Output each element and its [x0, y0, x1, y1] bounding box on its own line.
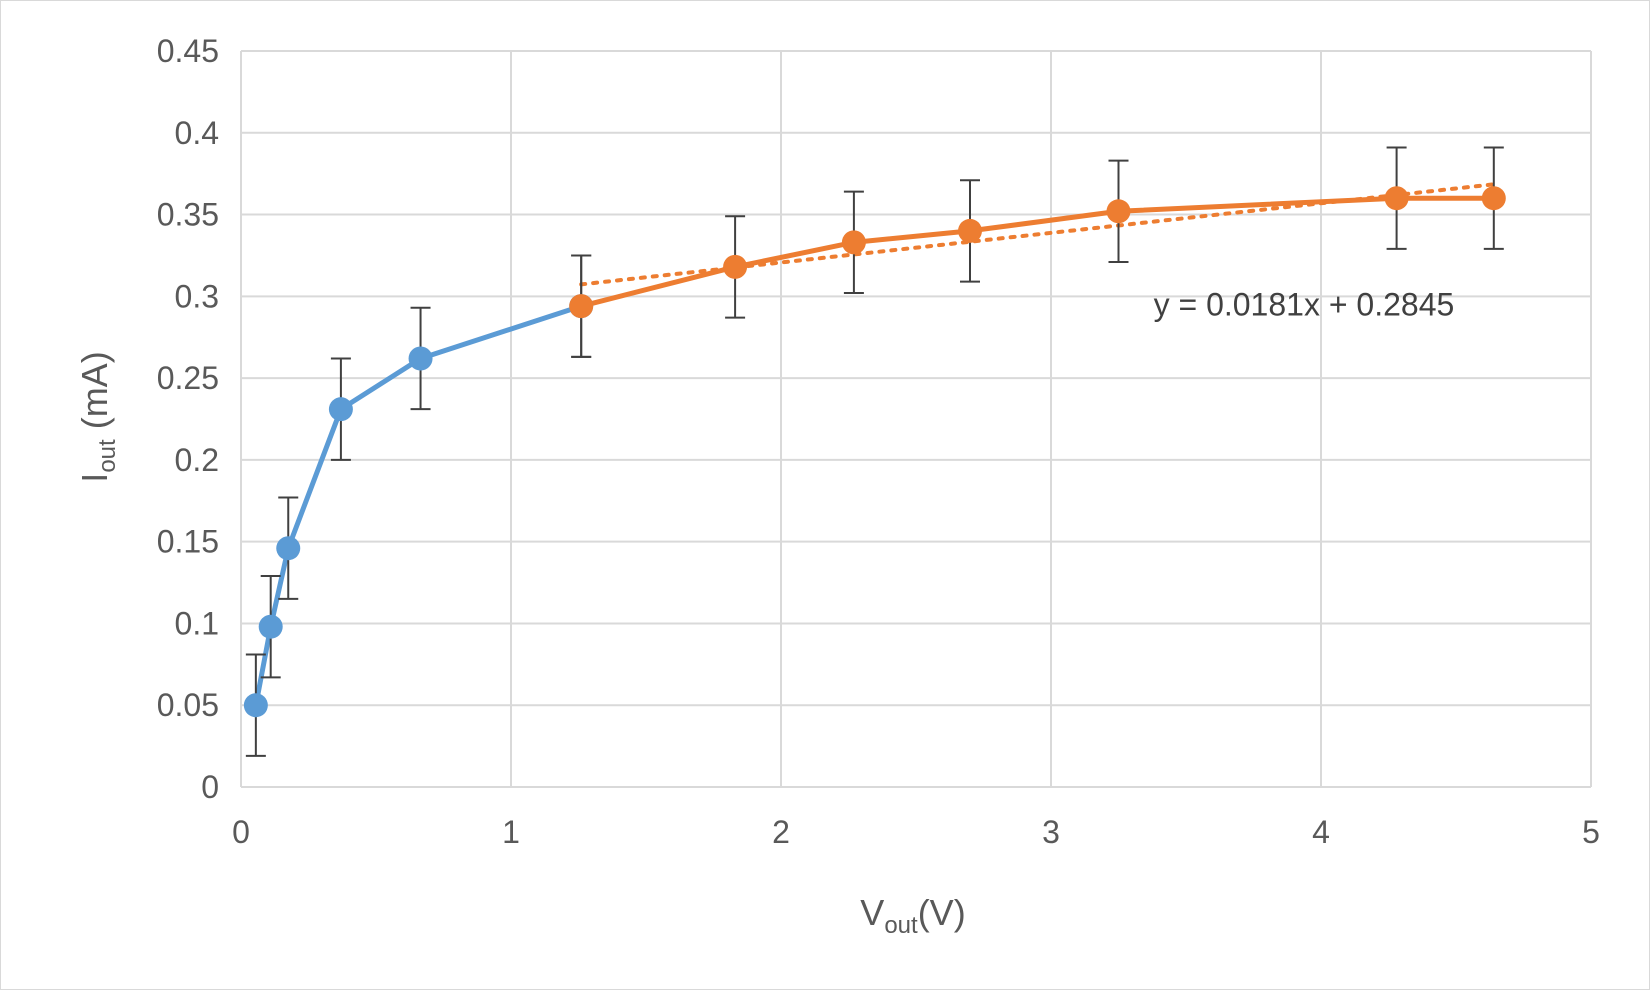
x-tick-label: 5 [1582, 814, 1600, 850]
y-tick-label: 0.3 [175, 278, 219, 314]
y-tick-label: 0.45 [157, 33, 219, 69]
data-point [408, 346, 433, 371]
data-point [328, 397, 353, 422]
x-axis-title-sub: out [884, 912, 918, 939]
x-axis-title: Vout(V) [860, 892, 965, 939]
x-tick-label: 2 [772, 814, 790, 850]
data-point [569, 294, 594, 319]
data-point [723, 254, 748, 279]
trendline [579, 182, 1496, 287]
y-axis-title-suffix: (mA) [74, 351, 115, 439]
data-point [958, 218, 982, 243]
gridlines [240, 50, 1592, 788]
series-lines [253, 195, 1497, 708]
y-tick-label: 0 [201, 769, 219, 805]
data-point [1384, 186, 1409, 211]
data-point [243, 693, 268, 718]
x-tick-label: 3 [1042, 814, 1060, 850]
tick-labels: 0 0.05 0.1 0.15 0.2 0.25 0.3 0.35 0.4 0.45 0 1 2 3 4 5 [157, 33, 1600, 850]
data-point [1481, 186, 1506, 211]
x-tick-label: 1 [502, 814, 520, 850]
x-axis-title-suffix: (V) [918, 892, 966, 933]
y-tick-label: 0.1 [175, 605, 219, 641]
y-axis-title-main: I [74, 473, 115, 483]
y-tick-label: 0.05 [157, 687, 219, 723]
data-point [841, 230, 866, 255]
x-axis-title-main: V [860, 892, 884, 933]
y-tick-label: 0.15 [157, 524, 219, 560]
y-tick-label: 0.35 [157, 197, 219, 233]
data-point [1106, 199, 1131, 224]
trendline-layer [579, 182, 1496, 287]
y-tick-label: 0.25 [157, 360, 219, 396]
x-tick-label: 0 [232, 814, 250, 850]
data-point [276, 536, 301, 561]
y-axis-title: Iout (mA) [74, 351, 121, 482]
y-tick-label: 0.2 [175, 442, 219, 478]
data-points [243, 186, 1506, 718]
data-point [258, 614, 283, 639]
y-tick-label: 0.4 [175, 115, 219, 151]
series-line-1 [253, 303, 584, 708]
x-tick-label: 4 [1312, 814, 1330, 850]
y-axis-title-sub: out [94, 439, 121, 473]
trendline-equation: y = 0.0181x + 0.2845 [1154, 287, 1455, 323]
